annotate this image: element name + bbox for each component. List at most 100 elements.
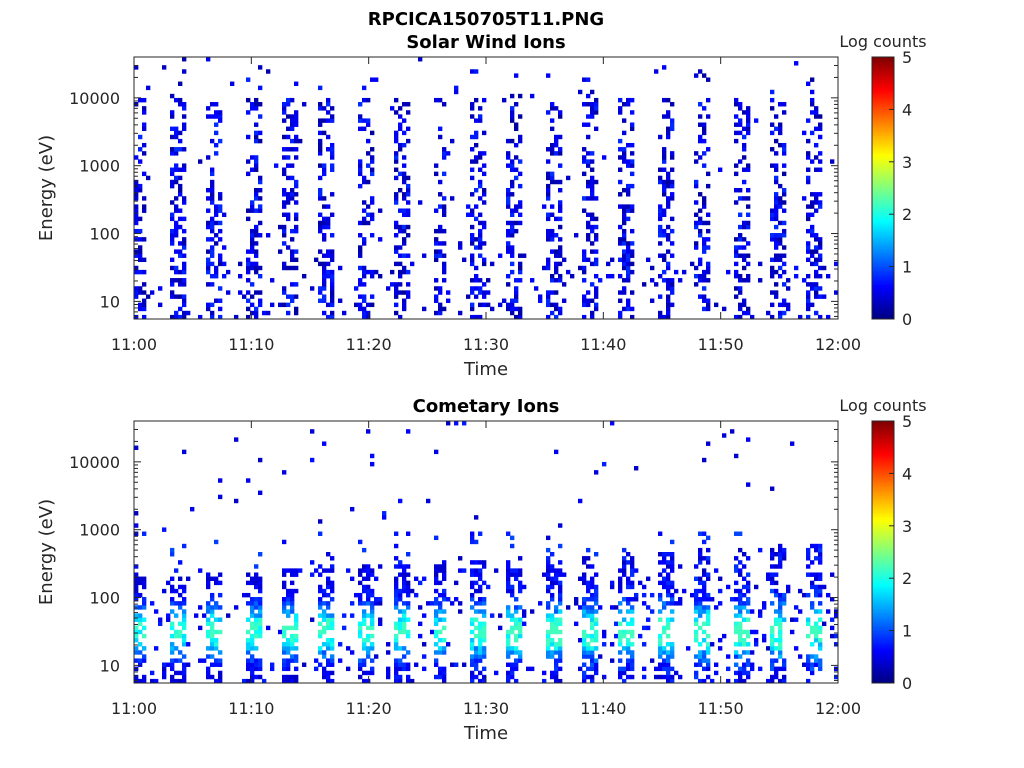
x-tick-label: 11:30 xyxy=(463,699,509,718)
heatmap-cell xyxy=(718,637,723,643)
heatmap-cell xyxy=(398,674,403,680)
heatmap-cell xyxy=(782,261,787,267)
heatmap-cell xyxy=(318,85,323,91)
heatmap-cell xyxy=(554,650,559,655)
heatmap-cell xyxy=(646,625,651,631)
heatmap-cell xyxy=(778,617,783,622)
heatmap-cell xyxy=(770,97,775,103)
heatmap-cell xyxy=(522,609,527,614)
heatmap-cell xyxy=(618,621,623,627)
heatmap-cell xyxy=(322,613,327,618)
heatmap-cell xyxy=(322,568,327,573)
heatmap-cell xyxy=(626,216,631,222)
heatmap-cell xyxy=(210,220,215,226)
heatmap-cell xyxy=(434,621,439,627)
heatmap-cell xyxy=(470,580,475,586)
heatmap-cell xyxy=(514,625,519,631)
heatmap-cell xyxy=(658,224,663,230)
heatmap-cell xyxy=(398,228,403,234)
heatmap-cell xyxy=(330,314,335,320)
heatmap-cell xyxy=(814,294,819,299)
heatmap-cell xyxy=(738,642,743,647)
heatmap-cell xyxy=(746,188,751,193)
heatmap-cell xyxy=(698,155,703,160)
heatmap-cell xyxy=(814,572,819,577)
heatmap-cell xyxy=(482,261,487,267)
heatmap-cell xyxy=(742,257,747,263)
heatmap-cell xyxy=(738,674,743,680)
heatmap-cell xyxy=(394,625,399,631)
heatmap-cell xyxy=(814,196,819,201)
heatmap-cell xyxy=(282,134,287,140)
heatmap-cell xyxy=(182,674,187,680)
heatmap-cell xyxy=(518,314,523,320)
heatmap-cell xyxy=(370,130,375,136)
heatmap-cell xyxy=(670,584,675,590)
heatmap-cell xyxy=(330,637,335,643)
heatmap-cell xyxy=(330,580,335,586)
heatmap-cell xyxy=(138,269,143,275)
heatmap-cell xyxy=(622,560,627,565)
heatmap-cell xyxy=(402,290,407,295)
heatmap-cell xyxy=(658,552,663,557)
heatmap-cell xyxy=(254,629,259,635)
heatmap-cell xyxy=(318,290,323,295)
heatmap-cell xyxy=(134,290,139,295)
heatmap-cell xyxy=(590,175,595,181)
heatmap-cell xyxy=(322,282,327,287)
heatmap-cell xyxy=(814,249,819,254)
heatmap-cell xyxy=(394,282,399,287)
heatmap-cell xyxy=(258,625,263,631)
heatmap-cell xyxy=(398,224,403,230)
heatmap-cell xyxy=(734,629,739,635)
heatmap-cell xyxy=(510,208,515,213)
heatmap-cell xyxy=(218,605,223,610)
heatmap-cell xyxy=(218,629,223,635)
heatmap-cell xyxy=(134,155,139,160)
heatmap-cell xyxy=(138,159,143,164)
heatmap-cell xyxy=(258,658,263,663)
heatmap-cell xyxy=(250,674,255,680)
heatmap-cell xyxy=(554,629,559,635)
heatmap-cell xyxy=(698,122,703,127)
colorbar-segment xyxy=(872,497,894,500)
colorbar-segment xyxy=(872,558,894,562)
heatmap-cell xyxy=(546,576,551,581)
heatmap-cell xyxy=(702,200,707,205)
heatmap-cell xyxy=(778,633,783,639)
heatmap-cell xyxy=(698,192,703,197)
heatmap-cell xyxy=(286,175,291,181)
heatmap-cell xyxy=(282,290,287,295)
heatmap-cell xyxy=(702,306,707,312)
heatmap-cell xyxy=(770,122,775,127)
heatmap-cell xyxy=(438,192,443,197)
heatmap-cell xyxy=(470,658,475,663)
heatmap-cell xyxy=(590,654,595,659)
heatmap-cell xyxy=(470,539,475,545)
heatmap-cell xyxy=(550,310,555,316)
heatmap-cell xyxy=(746,306,751,312)
heatmap-cell xyxy=(514,646,519,651)
heatmap-cell xyxy=(814,290,819,295)
heatmap-cell xyxy=(546,196,551,201)
heatmap-cell xyxy=(594,637,599,643)
heatmap-cell xyxy=(442,564,447,569)
heatmap-cell xyxy=(406,588,411,594)
heatmap-cell xyxy=(510,106,515,111)
heatmap-cell xyxy=(394,576,399,581)
heatmap-cell xyxy=(326,216,331,222)
heatmap-cell xyxy=(586,77,591,82)
heatmap-cell xyxy=(554,642,559,647)
colorbar-segment xyxy=(872,170,894,174)
heatmap-cell xyxy=(378,597,383,602)
colorbar-segment xyxy=(872,455,894,459)
heatmap-cell xyxy=(806,228,811,234)
heatmap-cell xyxy=(322,298,327,303)
heatmap-cell xyxy=(478,106,483,111)
heatmap-cell xyxy=(394,167,399,172)
heatmap-cell xyxy=(318,151,323,156)
heatmap-cell xyxy=(650,265,655,271)
heatmap-cell xyxy=(470,134,475,140)
heatmap-cell xyxy=(826,609,831,614)
heatmap-cell xyxy=(698,273,703,279)
